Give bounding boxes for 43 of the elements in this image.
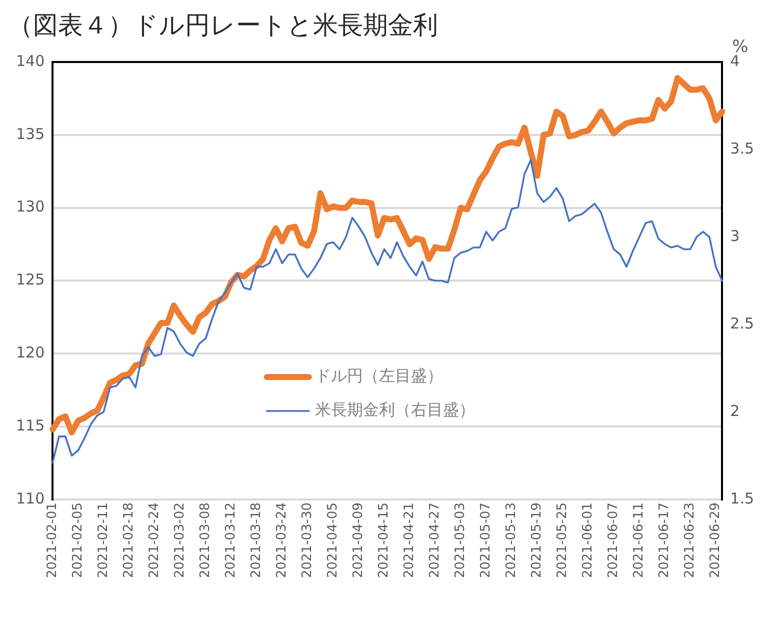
x-tick-label: 2021-02-11: [96, 502, 112, 578]
x-tick-label: 2021-04-27: [428, 502, 443, 578]
y-tick-label: 135: [16, 124, 45, 143]
y-tick-label: 115: [16, 416, 45, 434]
chart-title: （図表４）ドル円レートと米長期金利: [8, 10, 438, 40]
x-tick-label: 2021-06-01: [580, 502, 596, 578]
y-tick-label: 140: [16, 52, 45, 70]
x-tick-label: 2021-03-18: [249, 502, 264, 578]
x-tick-label: 2021-02-05: [70, 502, 86, 578]
x-tick-label: 2021-04-15: [376, 502, 392, 578]
x-tick-label: 2021-05-07: [478, 502, 494, 578]
x-tick-label: 2021-06-11: [632, 502, 647, 578]
y2-tick-label: 4: [730, 52, 740, 70]
y-tick-label: 130: [16, 198, 45, 216]
x-tick-label: 2021-02-18: [122, 502, 137, 578]
x-tick-label: 2021-04-05: [326, 502, 341, 578]
y2-tick-label: 2: [730, 402, 740, 420]
y2-tick-label: 2.5: [730, 314, 754, 332]
x-tick-label: 2021-03-30: [300, 502, 316, 578]
x-tick-label: 2021-03-24: [274, 502, 290, 578]
x-tick-label: 2021-05-03: [453, 502, 468, 578]
x-tick-label: 2021-05-25: [555, 502, 570, 578]
x-tick-label: 2021-03-08: [198, 502, 214, 578]
x-tick-label: 2021-04-09: [351, 502, 366, 578]
legend-label: ドル円（左目盛）: [314, 366, 443, 386]
y2-tick-label: 1.5: [730, 489, 754, 508]
x-tick-label: 2021-06-29: [708, 502, 724, 578]
x-tick-label: 2021-05-19: [530, 502, 545, 578]
x-tick-label: 2021-05-13: [504, 502, 520, 578]
y-tick-label: 110: [16, 489, 45, 508]
x-tick-label: 2021-06-07: [606, 502, 622, 578]
y-tick-label: 120: [16, 344, 45, 362]
y2-tick-label: 3.5: [730, 139, 754, 158]
x-tick-label: 2021-06-23: [682, 502, 698, 578]
y-tick-label: 125: [16, 270, 45, 289]
x-tick-label: 2021-04-21: [402, 502, 418, 578]
x-tick-label: 2021-03-02: [172, 502, 188, 578]
x-tick-label: 2021-02-01: [45, 502, 60, 578]
y2-tick-label: 3: [730, 226, 740, 245]
x-tick-label: 2021-06-17: [657, 502, 672, 578]
x-tick-label: 2021-02-24: [147, 502, 162, 578]
legend-label: 米長期金利（右目盛）: [314, 400, 475, 420]
x-tick-label: 2021-03-12: [224, 502, 239, 578]
